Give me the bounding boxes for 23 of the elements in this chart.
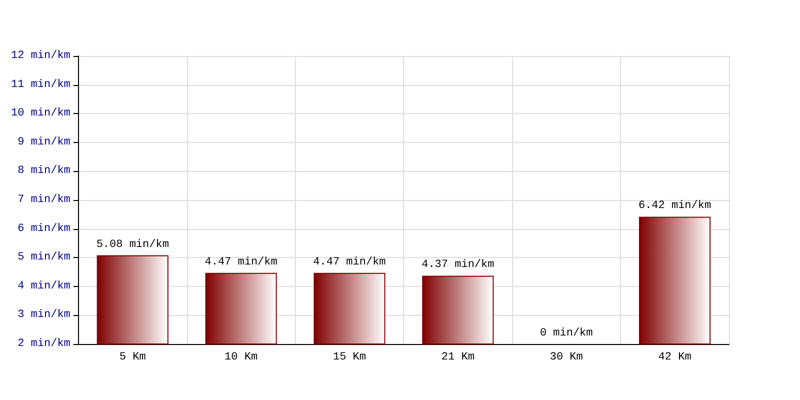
y-tick-label: 12 min/km (10, 50, 71, 62)
y-tick-label: 4 min/km (18, 280, 71, 292)
y-tick-label: 9 min/km (18, 136, 71, 148)
x-tick-label: 15 Km (332, 352, 366, 364)
y-tick-label: 11 min/km (10, 78, 71, 91)
x-tick-label: 10 Km (224, 352, 258, 364)
x-tick-label: 21 Km (441, 352, 475, 364)
x-tick-label: 30 Km (550, 352, 584, 364)
y-tick-label: 2 min/km (18, 338, 71, 350)
y-tick-label: 5 min/km (18, 252, 71, 264)
data-label: 4.47 min/km (204, 256, 278, 268)
y-tick-label: 10 min/km (10, 108, 71, 120)
y-tick-label: 6 min/km (18, 222, 71, 235)
data-label: 4.37 min/km (422, 259, 495, 272)
text: 0 min/km (540, 328, 593, 340)
x-tick-label: 42 Km (658, 352, 692, 364)
y-tick-label: 8 min/km (18, 165, 71, 178)
data-label: 6.42 min/km (638, 200, 712, 212)
data-label: 5.08 min/km (96, 238, 170, 251)
x-tick-label: 5 Km (119, 352, 146, 364)
y-tick-label: 7 min/km (18, 194, 71, 206)
data-label: 4.47 min/km (313, 256, 386, 268)
y-tick-label: 3 min/km (18, 309, 71, 322)
